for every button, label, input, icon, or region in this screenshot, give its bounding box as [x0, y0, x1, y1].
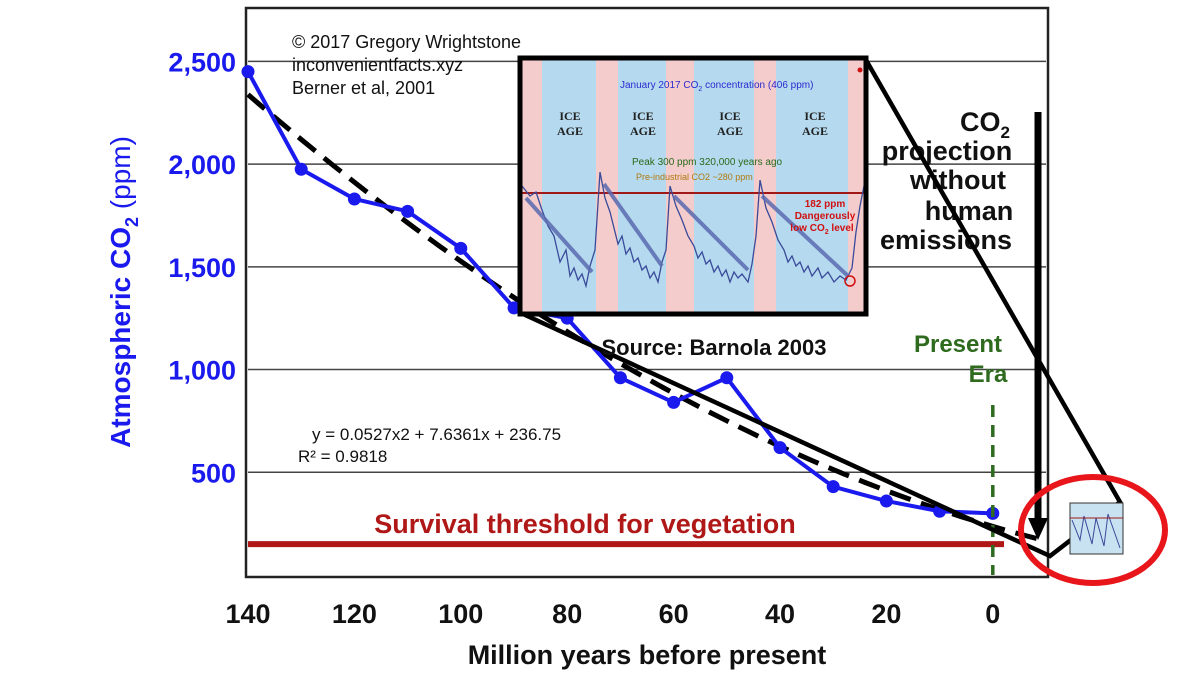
inset-top-note-tail: concentration (406 ppm)	[702, 80, 813, 91]
x-tick-label-140: 140	[225, 599, 270, 629]
data-point-50	[720, 371, 734, 385]
inset-2017-marker	[857, 67, 863, 73]
ice-age-2: ICE	[632, 109, 653, 123]
x-tick-label-40: 40	[765, 599, 795, 629]
inset-pink-band	[520, 58, 542, 314]
credits: © 2017 Gregory Wrightstone inconvenientf…	[292, 32, 521, 98]
inset-thumbnail	[1069, 502, 1124, 555]
y-axis-title: Atmospheric CO2 (ppm)	[105, 136, 142, 448]
inset-low-note-3: low CO2 level	[790, 223, 854, 236]
data-point-120	[347, 192, 361, 206]
y-tick-label-2000: 2,000	[168, 150, 236, 180]
projection-line-1: CO2	[960, 107, 1010, 142]
inset-ice-core-chart: ICE AGE ICE AGE ICE AGE ICE AGE January …	[517, 55, 869, 317]
inset-top-note-main: January 2017 CO	[620, 80, 699, 91]
inset-low-note-2: Dangerously	[795, 211, 856, 222]
inset-ice-age-labels: ICE AGE ICE AGE ICE AGE ICE AGE	[557, 109, 828, 138]
inset-top-note-sub: 2	[698, 86, 702, 93]
inset-top-note: January 2017 CO2 concentration (406 ppm)	[620, 80, 813, 93]
x-tick-label-80: 80	[552, 599, 582, 629]
ice-age-4: ICE	[804, 109, 825, 123]
ice-age-3: ICE	[719, 109, 740, 123]
projection-arrow-head	[1028, 518, 1048, 540]
y-axis-title-main: Atmospheric CO	[105, 227, 136, 448]
inset-source-label: Source: Barnola 2003	[602, 335, 827, 360]
inset-low-note-3-tail: level	[829, 223, 854, 234]
y-tick-label-1500: 1,500	[168, 253, 236, 283]
thumbnail-record	[1071, 513, 1121, 549]
projection-line-4: human	[925, 196, 1014, 226]
x-axis-title: Million years before present	[468, 640, 827, 670]
projection-line-3: without	[909, 165, 1006, 195]
y-tick-label-1000: 1,000	[168, 356, 236, 386]
data-point-100	[454, 241, 468, 255]
present-era-label-1: Present	[914, 331, 1002, 358]
x-tick-label-100: 100	[438, 599, 483, 629]
data-point-60	[667, 395, 681, 409]
ice-age-4b: AGE	[802, 124, 828, 138]
credit-line-2: inconvenientfacts.xyz	[292, 55, 463, 75]
inset-pink-band	[848, 58, 866, 314]
data-point-110	[401, 204, 415, 218]
inset-pink-band	[754, 58, 776, 314]
x-tick-labels: 140 120 100 80 60 40 20 0	[225, 599, 1000, 629]
y-axis-title-unit: (ppm)	[105, 136, 136, 217]
x-tick-label-0: 0	[985, 599, 1000, 629]
y-axis-title-sub: 2	[122, 217, 142, 227]
x-tick-label-20: 20	[871, 599, 901, 629]
ice-age-2b: AGE	[630, 124, 656, 138]
survival-threshold-label: Survival threshold for vegetation	[374, 509, 796, 539]
ice-age-1: ICE	[559, 109, 580, 123]
trend-equation: y = 0.0527x2 + 7.6361x + 236.75	[312, 425, 561, 444]
credit-line-3: Berner et al, 2001	[292, 78, 435, 98]
data-point-40	[773, 441, 787, 455]
inset-low-note-3-main: low CO	[790, 223, 825, 234]
present-era-label-2: Era	[969, 361, 1008, 388]
data-point-30	[826, 480, 840, 494]
y-tick-label-2500: 2,500	[168, 47, 236, 77]
ice-age-1b: AGE	[557, 124, 583, 138]
projection-text: CO2 projection without human emissions	[880, 107, 1013, 255]
zoom-highlight-circle	[1018, 474, 1168, 586]
inset-low-note: 182 ppm Dangerously low CO2 level	[790, 199, 855, 236]
x-tick-label-60: 60	[659, 599, 689, 629]
data-point-130	[294, 162, 308, 176]
trend-line	[246, 92, 1047, 544]
inset-low-note-3-sub: 2	[825, 229, 829, 236]
credit-line-1: © 2017 Gregory Wrightstone	[292, 32, 521, 52]
y-tick-label-500: 500	[191, 458, 236, 488]
inset-trend-arrow	[602, 182, 664, 268]
trend-r2: R² = 0.9818	[298, 447, 387, 466]
inset-preindustrial-note: Pre-industrial CO2 ~280 ppm	[636, 172, 753, 182]
data-point-20	[879, 494, 893, 508]
ice-age-3b: AGE	[717, 124, 743, 138]
projection-line-1-sub: 2	[1001, 123, 1010, 142]
inset-interglacial-bands	[520, 58, 866, 314]
inset-low-note-1: 182 ppm	[805, 199, 846, 210]
inset-trend-arrow	[672, 194, 750, 272]
projection-line-1-main: CO	[960, 107, 1001, 137]
inset-peak-note: Peak 300 ppm 320,000 years ago	[632, 157, 783, 168]
inset-trend-arrow	[524, 196, 594, 274]
x-tick-label-120: 120	[332, 599, 377, 629]
data-point-90	[507, 301, 521, 315]
inset-border	[517, 55, 869, 317]
data-point-70	[613, 371, 627, 385]
inset-low-marker	[844, 275, 856, 287]
data-point-140	[241, 65, 255, 79]
projection-line-2: projection	[882, 136, 1013, 166]
inset-co2-record	[521, 171, 865, 289]
projection-line-5: emissions	[880, 225, 1012, 255]
thumbnail-background	[1069, 502, 1124, 555]
inset-trend-arrow	[760, 194, 850, 278]
inset-trend-arrows	[524, 182, 850, 278]
y-tick-labels: 500 1,000 1,500 2,000 2,500	[168, 47, 236, 488]
co2-series-points	[241, 65, 1000, 520]
